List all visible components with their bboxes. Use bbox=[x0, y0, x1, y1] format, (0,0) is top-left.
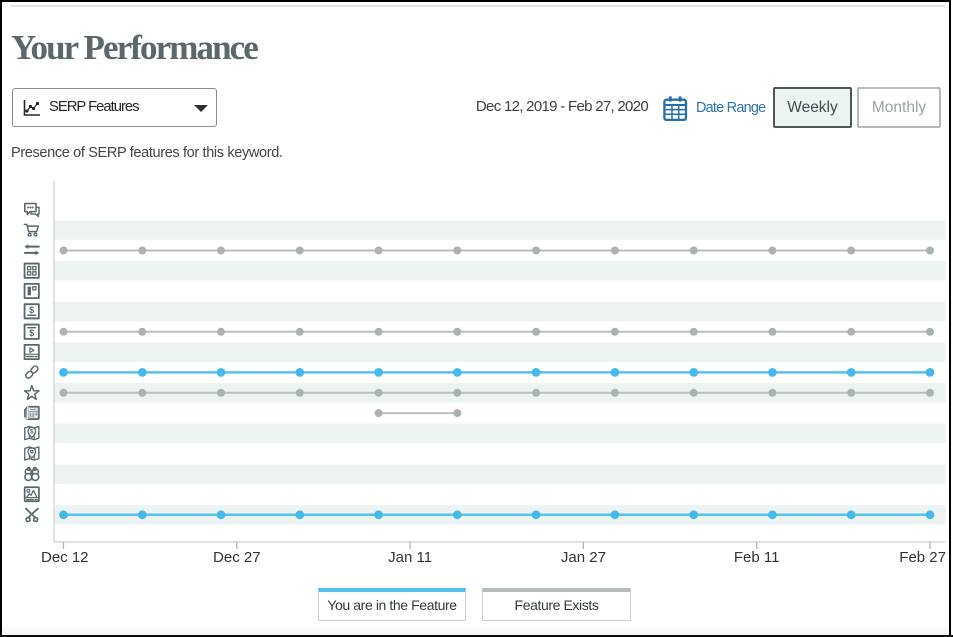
svg-text:Dec 27: Dec 27 bbox=[213, 549, 261, 566]
svg-text:Feb 27: Feb 27 bbox=[899, 549, 946, 566]
svg-text:Jan 27: Jan 27 bbox=[561, 549, 606, 566]
svg-text:Dec 12: Dec 12 bbox=[41, 549, 89, 566]
svg-text:Feb 11: Feb 11 bbox=[734, 549, 780, 566]
svg-text:$: $ bbox=[30, 428, 34, 435]
svg-text:$: $ bbox=[29, 328, 34, 338]
svg-text:$: $ bbox=[29, 305, 34, 315]
svg-text:Jan 11: Jan 11 bbox=[388, 549, 432, 566]
